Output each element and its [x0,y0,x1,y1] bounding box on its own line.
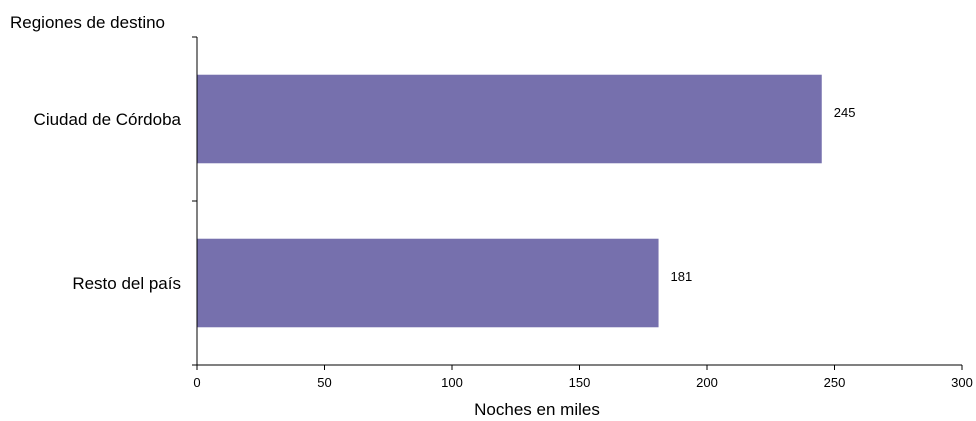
x-tick-label: 100 [441,375,463,390]
bar [197,74,822,164]
category-labels-group: Ciudad de Córdoba Resto del país [34,110,182,293]
value-label: 245 [834,105,856,120]
y-axis-title: Regiones de destino [10,13,165,32]
x-tick-label: 250 [824,375,846,390]
x-tick-label: 150 [569,375,591,390]
category-label: Resto del país [72,274,181,293]
x-tick-label: 200 [696,375,718,390]
x-ticks-group: 0 50 100 150 200 250 300 [193,365,973,390]
category-label: Ciudad de Córdoba [34,110,182,129]
x-tick-label: 300 [951,375,973,390]
x-tick-label: 0 [193,375,200,390]
y-ticks-group [192,36,197,366]
x-axis-title: Noches en miles [474,400,600,419]
value-label: 181 [671,269,693,284]
bars-group [197,74,822,328]
x-tick-label: 50 [317,375,331,390]
value-labels-group: 245 181 [671,105,856,284]
bar [197,238,659,328]
